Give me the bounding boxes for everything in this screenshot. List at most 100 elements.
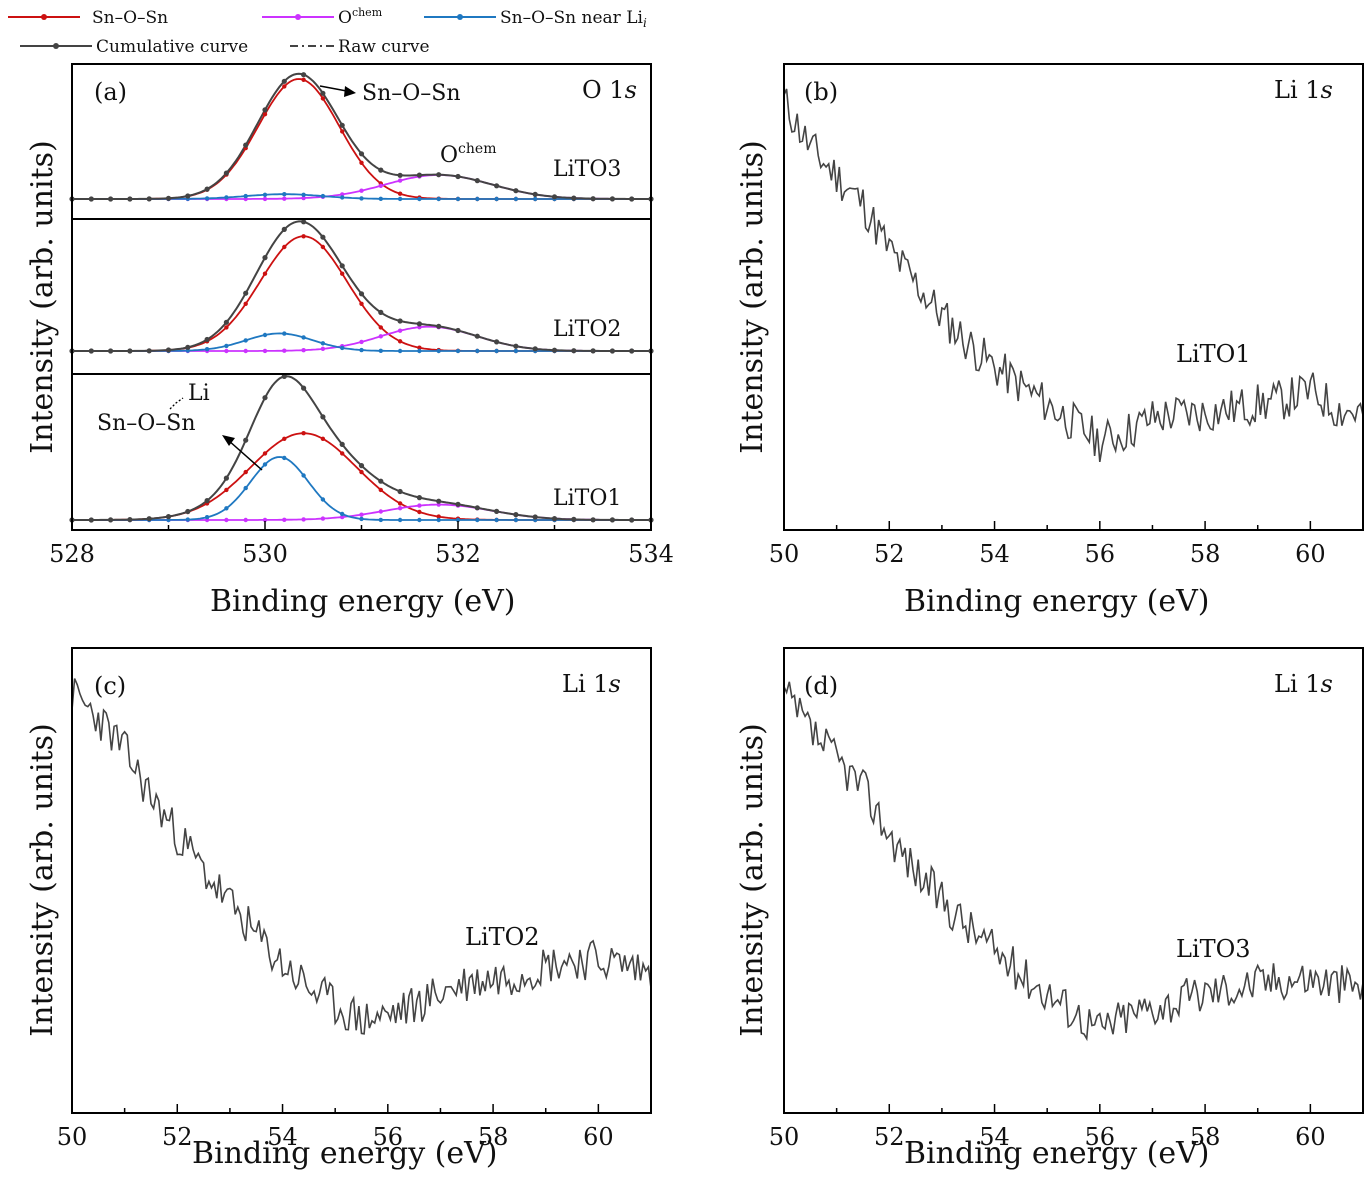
marker-ochem [359, 188, 364, 193]
marker-near-li [436, 196, 441, 202]
marker-near-li [243, 485, 248, 491]
marker-near-li [455, 196, 461, 202]
x-tick-label: 54 [267, 1123, 298, 1151]
marker-cumulative [455, 173, 461, 180]
panel-a-sample-litO2: LiTO2 [553, 317, 621, 342]
marker-cumulative [185, 193, 191, 199]
marker-ochem [262, 196, 268, 202]
marker-sno [224, 487, 229, 493]
marker-cumulative [609, 517, 616, 523]
marker-ochem [320, 346, 326, 351]
marker-cumulative [223, 475, 229, 481]
panel-c: 50 52 54 56 58 60 (c) Li 1s LiTO2 Binding ene… [25, 647, 652, 1171]
marker-cumulative [513, 511, 519, 518]
marker-ochem [378, 509, 383, 514]
marker-cumulative [281, 373, 287, 379]
marker-sno [224, 325, 229, 330]
marker-cumulative [358, 151, 365, 157]
marker-sno [262, 451, 268, 456]
marker-cumulative [146, 196, 152, 202]
marker-ochem [359, 339, 364, 345]
marker-near-li [301, 192, 306, 197]
marker-cumulative [185, 508, 191, 515]
legend-label-ochem: Ochem [338, 6, 383, 28]
marker-sno [243, 301, 248, 306]
marker-near-li [204, 196, 210, 201]
panel-a-ticks: 528 530 532 534 [49, 521, 674, 568]
marker-sno [378, 487, 383, 493]
marker-near-li [475, 348, 480, 354]
marker-cumulative [223, 170, 229, 176]
marker-ochem [282, 517, 287, 522]
panel-a-markers [69, 72, 654, 523]
marker-cumulative [262, 395, 268, 401]
marker-near-li [224, 506, 229, 511]
marker-cumulative [494, 183, 500, 189]
marker-near-li [301, 335, 306, 340]
marker-cumulative [551, 194, 558, 200]
x-tick-label: 56 [373, 1123, 404, 1151]
panel-c-ylabel: Intensity (arb. units) [25, 723, 60, 1036]
panel-a-ylabel: Intensity (arb. units) [25, 140, 60, 453]
marker-cumulative [339, 441, 345, 447]
marker-cumulative [320, 414, 326, 420]
marker-sno [417, 345, 422, 350]
marker-near-li [224, 195, 229, 200]
panel-d-sample: LiTO3 [1176, 935, 1251, 963]
marker-near-li [513, 196, 519, 202]
marker-cumulative [88, 196, 94, 202]
marker-near-li [359, 196, 364, 201]
annot-li-bond [169, 397, 184, 410]
x-tick-label: 58 [1190, 540, 1221, 568]
marker-cumulative [378, 167, 384, 173]
marker-cumulative [474, 333, 480, 339]
marker-ochem [417, 503, 422, 508]
marker-cumulative [243, 290, 249, 296]
legend-entry-ochem: Ochem [262, 6, 383, 28]
marker-cumulative [378, 478, 384, 484]
marker-near-li [340, 345, 345, 351]
marker-near-li [378, 196, 383, 201]
panel-d-corner-label: Li 1s [1274, 670, 1333, 698]
x-tick-label: 50 [769, 540, 800, 568]
annot-arrow-li-head [222, 435, 235, 446]
marker-cumulative [204, 498, 210, 504]
panel-c-sample: LiTO2 [465, 923, 540, 951]
marker-sno [282, 436, 287, 441]
marker-near-li [455, 348, 461, 354]
marker-near-li [417, 196, 422, 202]
panel-c-ticks: 50 52 54 56 58 60 [57, 1104, 652, 1151]
marker-sno [262, 271, 268, 276]
marker-cumulative [629, 196, 635, 202]
marker-ochem [224, 517, 229, 523]
marker-near-li [494, 196, 499, 202]
marker-cumulative [165, 514, 172, 520]
annot-arrow-li-line [227, 439, 263, 471]
marker-cumulative [571, 195, 577, 201]
legend-label-near-li: Sn–O–Sn near Lii [500, 8, 647, 30]
marker-near-li [359, 347, 364, 353]
panel-a-sample-litO1: LiTO1 [553, 486, 621, 511]
marker-near-li [475, 517, 480, 523]
legend-entry-sno: Sn–O–Sn [8, 8, 168, 28]
marker-cumulative [436, 323, 442, 329]
marker-cumulative [590, 348, 596, 354]
marker-cumulative [165, 347, 172, 353]
marker-cumulative [436, 498, 442, 504]
marker-ochem [397, 178, 403, 183]
marker-cumulative [532, 191, 538, 197]
marker-ochem [282, 196, 287, 201]
legend-entry-raw: Raw curve [290, 37, 430, 57]
marker-cumulative [397, 172, 403, 178]
marker-near-li [397, 517, 403, 523]
marker-near-li [513, 517, 519, 523]
marker-cumulative [494, 339, 500, 345]
marker-cumulative [358, 463, 365, 469]
panel-c-frame [71, 647, 652, 1114]
marker-cumulative [590, 196, 596, 202]
marker-near-li [262, 332, 268, 338]
marker-sno [262, 112, 268, 117]
marker-sno [436, 514, 441, 519]
marker-cumulative [243, 142, 249, 148]
